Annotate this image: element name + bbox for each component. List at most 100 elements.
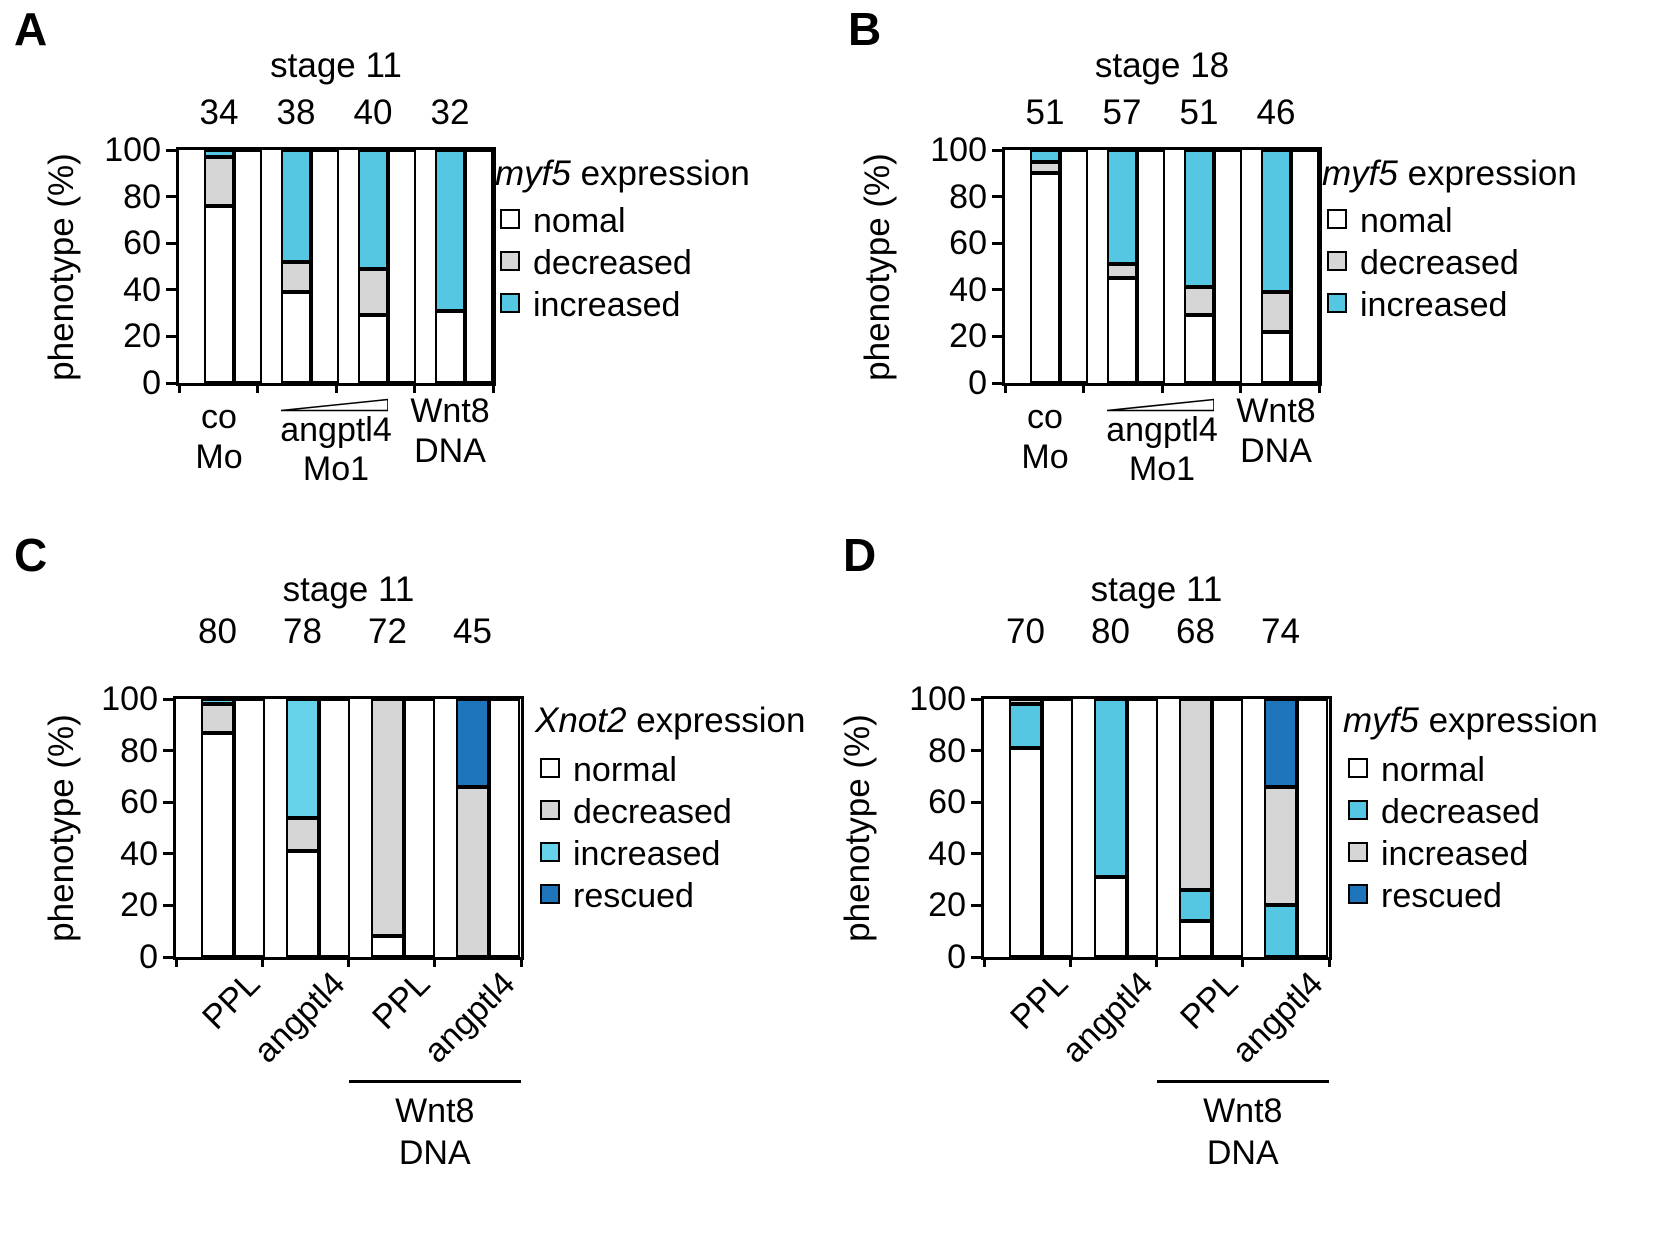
bar-companion-white — [234, 699, 265, 957]
bar-segment-nomal — [358, 315, 388, 383]
legend-label: decreased — [533, 244, 692, 282]
sample-size-label: 40 — [353, 93, 393, 132]
bar-segment-decreased — [1009, 704, 1042, 749]
y-axis-tick — [971, 697, 981, 701]
legend-swatch-increased — [540, 842, 560, 862]
legend-title-gene: Xnot2 — [535, 701, 627, 740]
bar-segment-decreased — [1261, 292, 1291, 332]
bar-companion-white — [489, 699, 520, 957]
y-axis-tick — [166, 288, 176, 292]
y-tick-label: 100 — [909, 680, 966, 718]
bar-companion-white — [388, 150, 416, 383]
x-label-dna: DNA — [1240, 432, 1312, 470]
bar-segment-normal — [286, 851, 319, 957]
plot-area — [981, 696, 1332, 960]
bar-companion-white — [1137, 150, 1165, 383]
bar-segment-increased — [201, 699, 234, 705]
legend-swatch-decreased — [500, 251, 520, 271]
y-axis-tick — [166, 148, 176, 152]
y-tick-label: 100 — [930, 131, 987, 169]
panel-letter: D — [843, 529, 877, 581]
x-label-angptl4: angptl4 — [280, 411, 392, 449]
y-tick-label: 60 — [120, 783, 158, 822]
legend-label: increased — [1360, 286, 1508, 324]
sample-size-label: 72 — [368, 612, 407, 651]
y-axis-tick — [971, 903, 981, 907]
y-axis-tick — [166, 381, 176, 385]
sample-size-label: 46 — [1256, 93, 1296, 132]
y-axis-label: phenotype (%) — [858, 152, 897, 381]
bar-companion-white — [1127, 699, 1158, 957]
x-axis-tick — [177, 383, 181, 393]
x-label-wnt8: Wnt8 — [410, 392, 490, 430]
y-axis-tick — [992, 195, 1002, 199]
legend-title: myf5 expression — [1343, 703, 1598, 738]
bar-companion-white — [1212, 699, 1243, 957]
legend-swatch-rescued — [1348, 884, 1368, 904]
bar-companion-white — [234, 150, 262, 383]
legend-swatch-decreased — [540, 800, 560, 820]
x-axis-tick — [260, 957, 264, 967]
bar-companion-white — [1214, 150, 1242, 383]
y-axis-tick — [163, 800, 173, 804]
x-label-mo1: Mo1 — [302, 450, 370, 488]
legend-title-rest: expression — [1418, 701, 1598, 740]
panel-letter: C — [14, 529, 48, 581]
y-axis-tick — [166, 334, 176, 338]
sample-size-label: 74 — [1261, 612, 1300, 651]
x-axis-tick — [1155, 957, 1158, 967]
legend-label: rescued — [1381, 877, 1502, 915]
bar-companion-white — [1042, 699, 1073, 957]
x-axis-tick — [1239, 383, 1242, 393]
bar-companion-white — [404, 699, 435, 957]
y-tick-label: 60 — [123, 224, 161, 263]
y-axis-tick — [971, 852, 981, 856]
sample-size-label: 38 — [276, 93, 316, 132]
legend-swatch-normal — [540, 758, 560, 778]
bar-segment-increased — [1261, 150, 1291, 293]
bar-segment-nomal — [204, 205, 234, 383]
bar-segment-decreased — [286, 817, 319, 852]
sample-size-label: 80 — [1091, 612, 1130, 651]
sample-size-label: 80 — [198, 612, 237, 651]
x-axis-tick — [347, 957, 350, 967]
bar-segment-increased — [1009, 699, 1042, 705]
y-axis-tick — [971, 955, 981, 959]
bar-segment-nomal — [1184, 315, 1214, 383]
y-tick-label: 100 — [101, 680, 158, 718]
bar-segment-decreased — [1184, 287, 1214, 316]
legend-title-gene: myf5 — [1322, 154, 1398, 193]
plot-area — [1002, 147, 1322, 386]
y-tick-label: 20 — [928, 886, 966, 925]
bar-segment-increased — [1179, 699, 1212, 890]
bar-segment-nomal — [1107, 278, 1137, 383]
x-label-co: co — [1027, 398, 1063, 436]
x-axis-tick — [1003, 383, 1007, 393]
chart-title: stage 18 — [1094, 46, 1230, 85]
x-axis-tick — [413, 383, 416, 393]
y-tick-label: 0 — [139, 938, 158, 976]
legend-title-rest: expression — [626, 701, 806, 740]
sample-size-label: 68 — [1176, 612, 1215, 651]
bar-segment-increased — [281, 150, 311, 262]
x-axis-tick — [1068, 957, 1072, 967]
y-axis-tick — [163, 749, 173, 753]
legend-swatch-normal — [1348, 758, 1368, 778]
y-tick-label: 40 — [928, 834, 966, 873]
y-axis-tick — [971, 800, 981, 804]
bar-segment-decreased — [204, 157, 234, 206]
y-tick-label: 40 — [120, 834, 158, 873]
x-axis-tick — [1082, 383, 1085, 393]
x-axis-tick — [519, 957, 523, 967]
bar-companion-white — [311, 150, 339, 383]
bar-segment-decreased — [1094, 699, 1127, 878]
bar-segment-rescued — [1264, 699, 1297, 787]
y-tick-label: 60 — [928, 783, 966, 822]
legend-label: decreased — [1381, 793, 1540, 831]
y-axis-tick — [992, 381, 1002, 385]
x-label-mo: Mo — [195, 438, 243, 476]
x-axis-tick — [433, 957, 437, 967]
legend-swatch-increased — [500, 293, 520, 313]
bar-segment-normal — [1009, 748, 1042, 957]
sample-size-label: 32 — [430, 93, 470, 132]
